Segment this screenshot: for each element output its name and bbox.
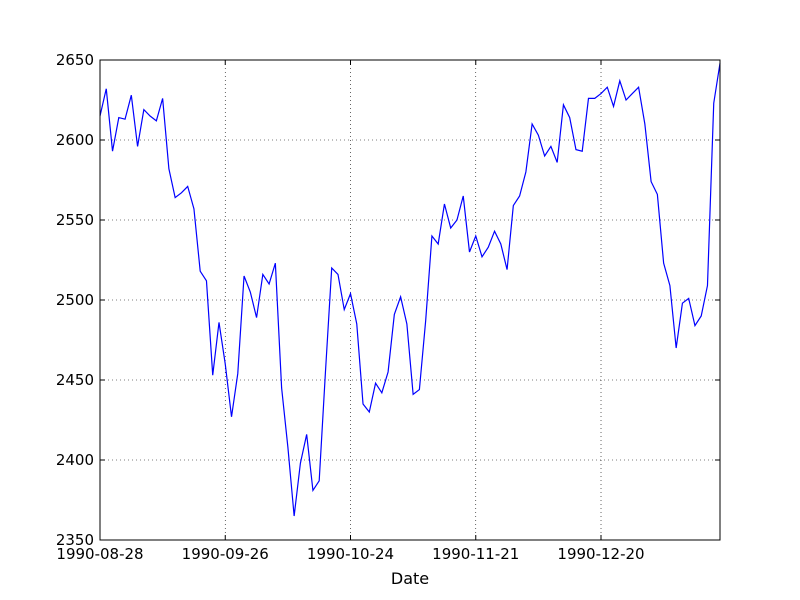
series-line <box>99 63 721 517</box>
x-tick-label: 1990-09-26 <box>182 545 269 563</box>
y-tick-label: 2350 <box>56 531 94 549</box>
y-tick-label: 2450 <box>56 371 94 389</box>
x-axis-label: Date <box>391 569 429 588</box>
x-tick-label: 1990-10-24 <box>307 545 394 563</box>
x-tick-label: 1990-11-21 <box>432 545 519 563</box>
y-axis: 2350 2400 2450 2500 2550 2600 2650 <box>56 51 720 549</box>
x-tick-label: 1990-08-28 <box>56 545 143 563</box>
y-tick-label: 2400 <box>56 451 94 469</box>
grid <box>100 60 720 540</box>
y-tick-label: 2600 <box>56 131 94 149</box>
x-tick-label: 1990-12-20 <box>557 545 644 563</box>
y-tick-label: 2550 <box>56 211 94 229</box>
x-axis: 1990-08-28 1990-09-26 1990-10-24 1990-11-21… <box>56 60 645 563</box>
y-tick-label: 2500 <box>56 291 94 309</box>
y-tick-label: 2650 <box>56 51 94 69</box>
